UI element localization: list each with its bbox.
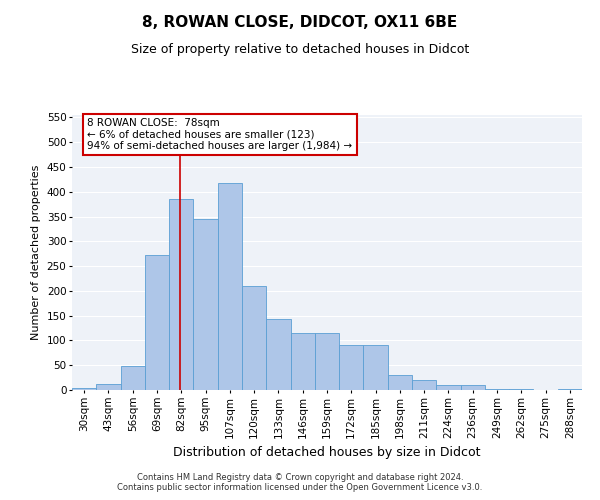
Text: Size of property relative to detached houses in Didcot: Size of property relative to detached ho… (131, 42, 469, 56)
Bar (339, 346, 364, 390)
Bar (242, 286, 266, 390)
Text: Contains HM Land Registry data © Crown copyright and database right 2024.
Contai: Contains HM Land Registry data © Crown c… (118, 473, 482, 492)
Bar (509, 388, 533, 390)
Bar (315, 333, 339, 390)
Bar (461, 385, 485, 390)
Bar (436, 385, 461, 390)
Bar (388, 375, 412, 390)
Bar (169, 199, 193, 390)
Bar (96, 384, 121, 390)
Bar (412, 380, 436, 390)
Bar (218, 183, 242, 390)
X-axis label: Distribution of detached houses by size in Didcot: Distribution of detached houses by size … (173, 446, 481, 459)
Bar (485, 388, 509, 390)
Bar (266, 319, 290, 390)
Bar (72, 388, 96, 390)
Bar (193, 219, 218, 390)
Y-axis label: Number of detached properties: Number of detached properties (31, 165, 41, 340)
Bar (364, 346, 388, 390)
Bar (290, 333, 315, 390)
Bar (558, 388, 582, 390)
Text: 8, ROWAN CLOSE, DIDCOT, OX11 6BE: 8, ROWAN CLOSE, DIDCOT, OX11 6BE (142, 15, 458, 30)
Bar (145, 255, 169, 390)
Bar (121, 366, 145, 390)
Text: 8 ROWAN CLOSE:  78sqm
← 6% of detached houses are smaller (123)
94% of semi-deta: 8 ROWAN CLOSE: 78sqm ← 6% of detached ho… (88, 118, 352, 151)
